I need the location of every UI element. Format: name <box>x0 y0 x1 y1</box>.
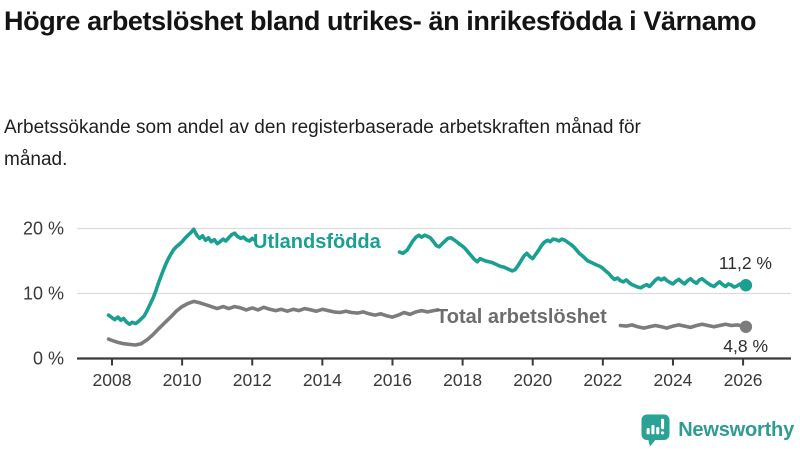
x-tick-label: 2012 <box>233 370 272 390</box>
series-label-utlandsfodda: Utlandsfödda <box>253 231 381 253</box>
x-tick-label: 2014 <box>303 370 342 390</box>
x-tick-label: 2026 <box>724 370 763 390</box>
page-title: Högre arbetslöshet bland utrikes- än inr… <box>4 6 757 36</box>
end-value-total-arbetsloshet: 4,8 % <box>723 336 768 356</box>
series-line-utlandsfodda <box>397 233 748 290</box>
end-value-utlandsfodda: 11,2 % <box>718 253 772 273</box>
series-line-total-arbetsloshet <box>618 322 748 330</box>
chart-subtitle: Arbetssökande som andel av den registerb… <box>4 117 641 170</box>
y-tick-label: 20 % <box>23 219 64 239</box>
series-label-total-arbetsloshet: Total arbetslöshet <box>436 306 607 328</box>
newsworthy-wordmark: Newsworthy <box>678 419 794 441</box>
series-line-utlandsfodda <box>106 227 257 326</box>
x-tick-label: 2024 <box>653 370 692 390</box>
x-tick-label: 2018 <box>443 370 482 390</box>
series-line-total-arbetsloshet <box>106 299 440 347</box>
newsworthy-branding[interactable]: Newsworthy <box>641 414 794 447</box>
end-dot-total-arbetsloshet <box>739 320 753 333</box>
y-tick-label: 0 % <box>33 349 64 369</box>
newsworthy-logo-icon <box>641 414 670 447</box>
x-tick-label: 2016 <box>373 370 412 390</box>
x-tick-label: 2008 <box>93 370 132 390</box>
x-tick-label: 2022 <box>583 370 622 390</box>
x-tick-label: 2010 <box>163 370 202 390</box>
end-dot-utlandsfodda <box>739 279 753 292</box>
x-tick-label: 2020 <box>513 370 552 390</box>
y-tick-label: 10 % <box>23 284 64 304</box>
